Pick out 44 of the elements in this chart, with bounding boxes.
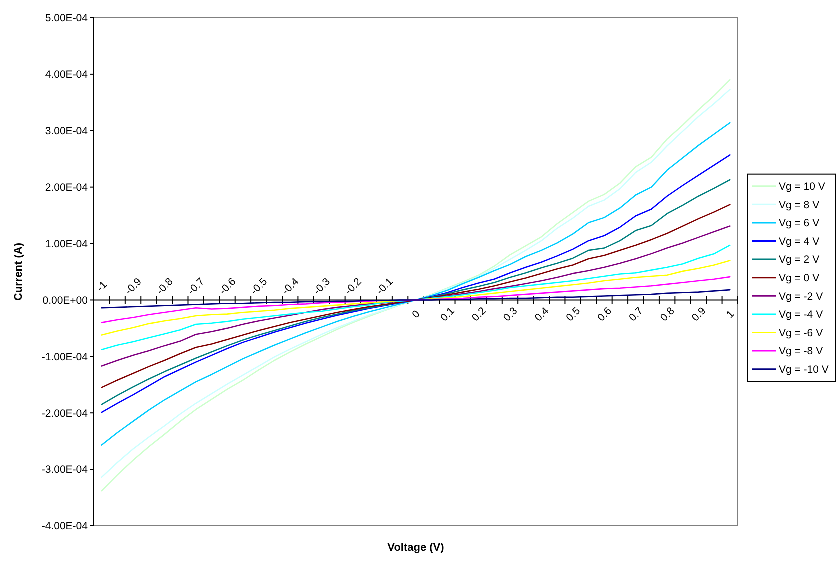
x-tick-label: 0.5	[564, 305, 584, 324]
y-tick-label: 4.00E-04	[45, 69, 88, 82]
x-tick-label: 0.7	[626, 305, 646, 324]
y-tick-label: -4.00E-04	[42, 520, 88, 533]
x-tick-label: 0.4	[532, 305, 552, 324]
legend-label: Vg = 8 V	[779, 199, 820, 212]
x-tick-label: 0.9	[690, 305, 709, 324]
y-tick-label: 5.00E-04	[45, 12, 88, 25]
y-tick-label: 2.00E-04	[45, 182, 88, 194]
x-tick-label: -0.8	[154, 276, 176, 298]
x-tick-label: 0.3	[501, 305, 520, 324]
legend-label: Vg = -6 V	[779, 327, 824, 340]
y-tick-label: -1.00E-04	[42, 351, 88, 364]
x-tick-label: -0.6	[217, 276, 239, 298]
x-tick-label: -0.4	[280, 276, 302, 298]
y-tick-label: -2.00E-04	[42, 408, 88, 420]
legend-label: Vg = 2 V	[779, 254, 820, 266]
legend-label: Vg = 6 V	[779, 218, 820, 230]
y-tick-label: 0.00E+00	[42, 294, 88, 307]
legend-label: Vg = 0 V	[779, 272, 820, 285]
x-tick-label: 0.1	[438, 305, 458, 324]
legend-label: Vg = -2 V	[779, 290, 824, 303]
y-tick-label: 3.00E-04	[45, 126, 88, 138]
x-tick-label: -0.2	[343, 276, 364, 298]
y-tick-label: -3.00E-04	[42, 464, 88, 476]
legend-label: Vg = -10 V	[779, 364, 829, 376]
x-tick-label: -0.7	[186, 276, 208, 298]
legend-label: Vg = -8 V	[779, 346, 824, 358]
x-axis-title: Voltage (V)	[388, 542, 445, 554]
x-tick-label: -0.9	[123, 276, 144, 298]
y-tick-label: 1.00E-04	[45, 238, 88, 250]
legend-label: Vg = 4 V	[779, 236, 820, 248]
x-tick-label: -1	[94, 279, 110, 294]
x-tick-label: -0.3	[312, 276, 333, 298]
x-tick-label: 0	[410, 308, 423, 322]
legend-label: Vg = 10 V	[779, 181, 826, 194]
x-tick-label: -0.1	[374, 276, 396, 298]
x-tick-label: -0.5	[248, 276, 270, 298]
x-tick-label: 0.8	[658, 305, 678, 324]
x-tick-label: 0.2	[470, 305, 489, 324]
y-axis-title: Current (A)	[13, 242, 25, 302]
legend-label: Vg = -4 V	[779, 309, 824, 322]
x-tick-label: 1	[724, 308, 738, 322]
x-tick-label: 0.6	[596, 305, 614, 324]
